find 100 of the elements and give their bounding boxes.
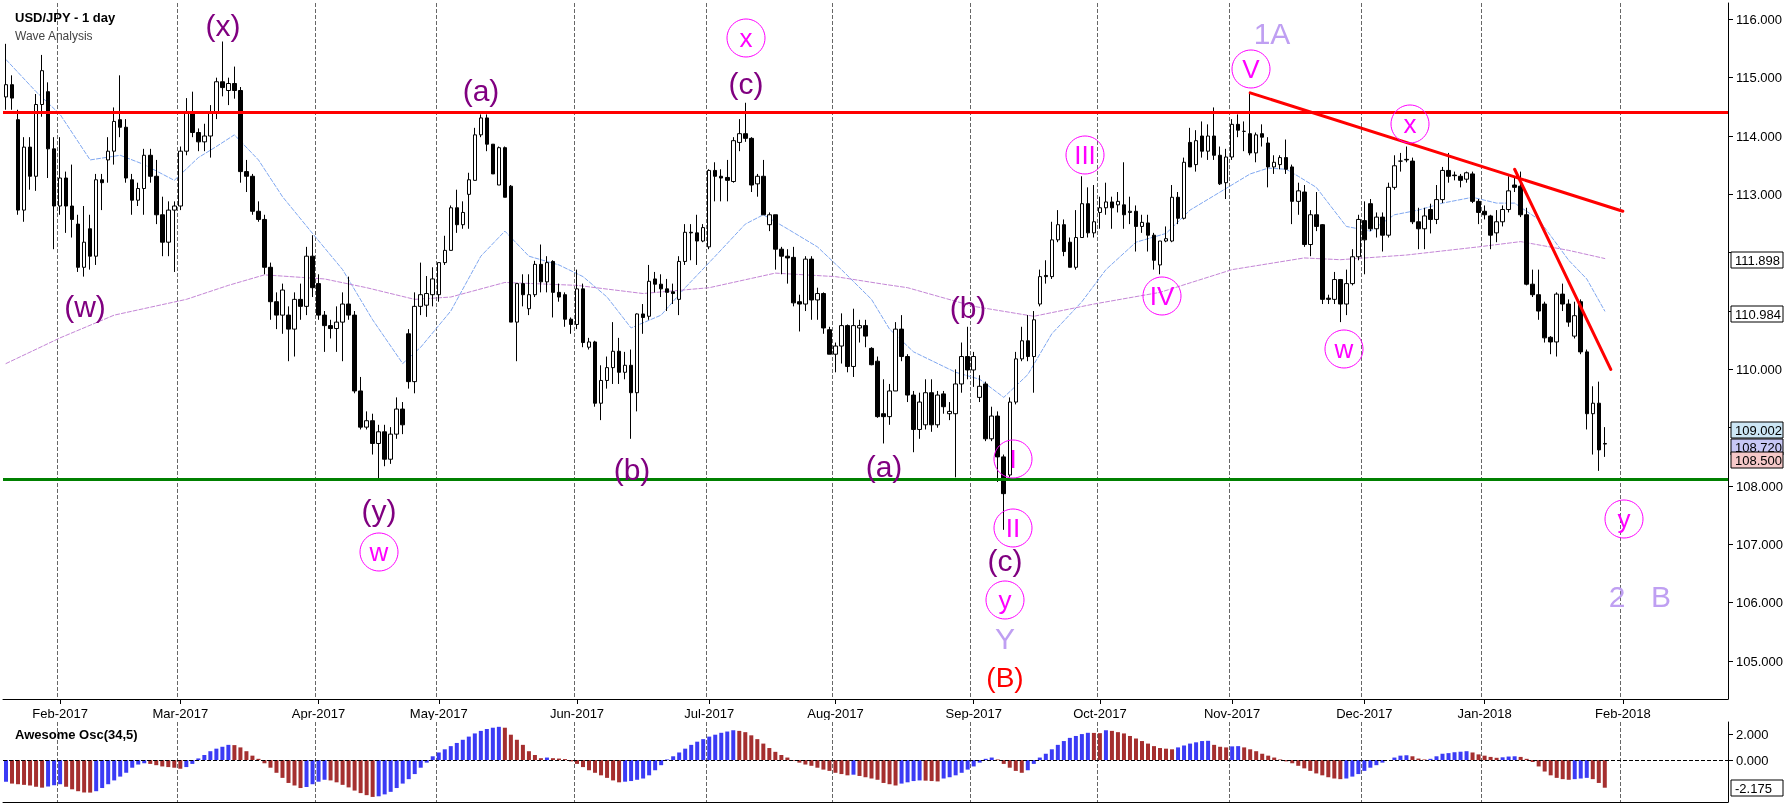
- candlestick: [1146, 214, 1150, 253]
- bar: [1115, 732, 1120, 761]
- bar: [514, 739, 519, 761]
- bar: [34, 760, 39, 787]
- bar: [1007, 760, 1012, 768]
- bar: [1458, 751, 1463, 761]
- bar: [1308, 760, 1313, 771]
- bar: [370, 760, 375, 797]
- bar: [929, 760, 934, 782]
- candlestick: [515, 283, 519, 362]
- annotation: y: [998, 585, 1012, 615]
- candlestick: [1278, 154, 1282, 170]
- candlestick: [527, 273, 531, 316]
- bar: [226, 744, 231, 761]
- bar: [1236, 746, 1241, 761]
- bar: [1019, 760, 1024, 773]
- bar: [695, 741, 700, 761]
- bar: [466, 736, 471, 761]
- bar: [1127, 735, 1132, 761]
- candlestick: [1236, 113, 1240, 138]
- bar: [1578, 760, 1583, 779]
- bar: [244, 751, 249, 761]
- candlestick: [1074, 209, 1078, 271]
- bar: [1043, 753, 1048, 761]
- annotation: III: [1074, 140, 1096, 170]
- candlestick: [1266, 136, 1270, 188]
- candlestick: [647, 264, 651, 321]
- annotation: 1A: [1253, 16, 1291, 50]
- bar: [1602, 760, 1607, 788]
- text: 108.500: [1735, 452, 1782, 468]
- annotation: (a): [865, 449, 903, 483]
- candlestick: [1260, 123, 1264, 148]
- bar: [1440, 753, 1445, 761]
- y-tick-label: 115.000: [1736, 70, 1783, 86]
- bar: [448, 746, 453, 761]
- bar: [605, 760, 610, 778]
- bar: [1338, 760, 1343, 780]
- bar: [1554, 760, 1559, 778]
- bar: [490, 727, 495, 761]
- candlestick: [1182, 157, 1186, 220]
- bar: [803, 760, 808, 765]
- candlestick: [118, 74, 122, 138]
- candlestick: [599, 364, 603, 421]
- bar: [22, 760, 27, 785]
- annotation: (c): [987, 543, 1023, 577]
- x-tick-label: Sep-2017: [945, 706, 1002, 721]
- x-tick-label: Jan-2018: [1457, 706, 1512, 721]
- bar: [815, 760, 820, 768]
- candlestick: [1014, 351, 1018, 405]
- bar: [629, 760, 634, 782]
- bar: [1596, 760, 1601, 783]
- bar: [1500, 757, 1505, 761]
- bar: [773, 751, 778, 761]
- candlestick: [665, 278, 669, 312]
- candlestick: [569, 316, 573, 335]
- annotation: (c): [728, 66, 764, 100]
- annotation: IV: [1149, 281, 1175, 311]
- bar: [1590, 760, 1595, 780]
- candlestick: [1068, 237, 1072, 268]
- bar: [430, 756, 435, 761]
- candlestick: [1272, 154, 1276, 175]
- bar: [1452, 752, 1457, 761]
- bar: [472, 733, 477, 761]
- bar: [1314, 760, 1319, 774]
- bar: [923, 760, 928, 781]
- text: 108.720: [1735, 439, 1782, 455]
- annotation: (w): [64, 289, 106, 323]
- bar: [1121, 733, 1126, 761]
- bar: [593, 760, 598, 773]
- bar: [635, 760, 640, 780]
- annotation: w: [368, 537, 389, 567]
- candlestick: [1603, 426, 1607, 458]
- bar: [1254, 751, 1259, 761]
- bar: [10, 760, 15, 784]
- bar: [1404, 755, 1409, 761]
- bar: [905, 760, 910, 783]
- bar: [1133, 738, 1138, 761]
- y-tick-label: 2.000: [1736, 727, 1769, 743]
- bar: [1061, 741, 1066, 761]
- annotation: w: [1333, 334, 1354, 364]
- bar: [1320, 760, 1325, 776]
- text: Wave Analysis: [15, 29, 93, 43]
- bar: [875, 760, 880, 780]
- candlestick: [539, 244, 543, 293]
- candlestick: [575, 269, 579, 330]
- candlestick: [605, 356, 609, 390]
- bar: [809, 760, 814, 766]
- bar: [1176, 747, 1181, 761]
- candlestick: [52, 136, 56, 250]
- bar: [1368, 760, 1373, 768]
- y-tick-label: 108.000: [1736, 478, 1783, 494]
- bar: [496, 726, 501, 761]
- candlestick: [1248, 92, 1252, 156]
- bar: [617, 760, 622, 783]
- candlestick: [443, 235, 447, 266]
- candlestick: [124, 118, 128, 184]
- candlestick: [10, 74, 14, 111]
- bar: [316, 760, 321, 782]
- candlestick: [557, 283, 561, 303]
- candlestick: [1050, 221, 1054, 280]
